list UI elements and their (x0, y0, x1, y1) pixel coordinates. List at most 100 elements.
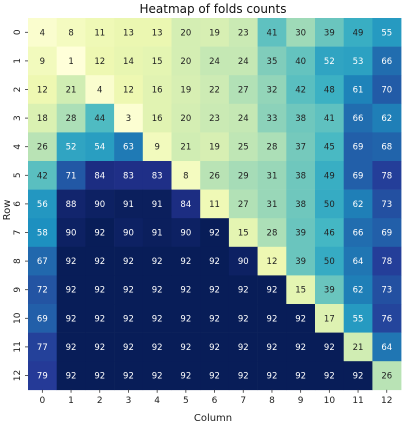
heatmap-cell-r8-c11 (343, 246, 373, 276)
heatmap-cell-r0-c3 (114, 18, 144, 47)
cell-value-r3-c4: 16 (152, 114, 163, 124)
heatmap-cell-r2-c6 (200, 75, 230, 105)
heatmap-cell-r4-c1 (56, 132, 86, 162)
heatmap-cell-r7-c5 (171, 218, 201, 248)
cell-value-r12-c8: 92 (267, 372, 278, 382)
heatmap-cell-r12-c6 (200, 361, 230, 391)
heatmap-cell-r8-c4 (142, 246, 172, 276)
heatmap-cell-r1-c8 (257, 46, 287, 76)
cell-value-r10-c12: 76 (381, 314, 392, 324)
heatmap-cell-r1-c11 (343, 46, 373, 76)
cell-value-r8-c6: 92 (209, 257, 220, 267)
heatmap-cell-r11-c4 (142, 332, 172, 362)
heatmap-cell-r3-c1 (56, 103, 86, 133)
heatmap-cell-r11-c0 (28, 332, 57, 362)
cell-value-r3-c11: 66 (353, 114, 364, 124)
x-tick-label-3: 3 (126, 396, 132, 406)
x-tick-label-1: 1 (68, 396, 74, 406)
heatmap-cell-r9-c10 (315, 275, 344, 305)
heatmap-cell-r2-c9 (286, 75, 316, 105)
cell-value-r9-c4: 92 (152, 286, 163, 296)
cell-value-r0-c5: 20 (180, 28, 191, 38)
heatmap-cell-r3-c8 (257, 103, 287, 133)
heatmap-cell-r4-c9 (286, 132, 316, 162)
heatmap-cell-r2-c7 (228, 75, 258, 105)
cell-value-r12-c7: 92 (238, 372, 249, 382)
heatmap-cell-r7-c7 (228, 218, 258, 248)
cell-value-r10-c3: 92 (123, 314, 134, 324)
y-tick-label-0: 0 (13, 29, 23, 35)
cell-value-r0-c8: 41 (267, 28, 278, 38)
heatmap-cell-r8-c12 (372, 246, 402, 276)
heatmap-cell-r11-c10 (315, 332, 344, 362)
heatmap-cell-r2-c8 (257, 75, 287, 105)
heatmap-cell-r12-c5 (171, 361, 201, 391)
cell-value-r5-c9: 38 (295, 171, 306, 181)
heatmap-cell-r6-c5 (171, 189, 201, 219)
cell-value-r7-c10: 46 (324, 229, 335, 239)
heatmap-cell-r2-c11 (343, 75, 373, 105)
cell-value-r9-c6: 92 (209, 286, 220, 296)
cell-value-r3-c10: 41 (324, 114, 335, 124)
heatmap-cell-r7-c3 (114, 218, 144, 248)
cell-value-r6-c6: 11 (209, 200, 220, 210)
cell-value-r10-c11: 55 (353, 314, 364, 324)
cell-value-r7-c8: 28 (267, 229, 278, 239)
heatmap-cell-r11-c12 (372, 332, 402, 362)
cell-value-r11-c12: 64 (381, 343, 392, 353)
x-tick-label-9: 9 (298, 396, 304, 406)
heatmap-cell-r10-c1 (56, 304, 86, 333)
cell-value-r9-c10: 39 (324, 286, 335, 296)
cell-value-r7-c6: 92 (209, 229, 220, 239)
cell-value-r9-c7: 92 (238, 286, 249, 296)
heatmap-cells: 4 8 11 13 13 20 19 23 41 30 39 49 559 1 12 14 15 20 24 24 35… (28, 18, 402, 391)
heatmap-cell-r5-c8 (257, 161, 287, 190)
heatmap-cell-r0-c4 (142, 18, 172, 47)
cell-value-r8-c7: 90 (238, 257, 249, 267)
cell-value-r1-c4: 15 (152, 57, 163, 67)
cell-value-r2-c11: 61 (353, 86, 364, 96)
cell-value-r12-c5: 92 (180, 372, 191, 382)
heatmap-cell-r6-c9 (286, 189, 316, 219)
heatmap-cell-r6-c12 (372, 189, 402, 219)
heatmap-cell-r2-c3 (114, 75, 144, 105)
cell-value-r10-c5: 92 (180, 314, 191, 324)
cell-value-r6-c4: 91 (152, 200, 163, 210)
heatmap-cell-r2-c1 (56, 75, 86, 105)
heatmap-cell-r6-c11 (343, 189, 373, 219)
heatmap-cell-r9-c3 (114, 275, 144, 305)
chart-title: Heatmap of folds counts (139, 2, 286, 16)
heatmap-cell-r7-c9 (286, 218, 316, 248)
cell-value-r3-c3: 3 (126, 114, 131, 124)
heatmap-cell-r12-c1 (56, 361, 86, 391)
cell-value-r4-c4: 9 (154, 143, 159, 153)
cell-value-r9-c9: 15 (295, 286, 306, 296)
heatmap-cell-r4-c2 (85, 132, 115, 162)
cell-value-r4-c9: 37 (295, 143, 306, 153)
heatmap-cell-r5-c2 (85, 161, 115, 190)
cell-value-r8-c10: 50 (324, 257, 335, 267)
cell-value-r12-c0: 79 (37, 372, 48, 382)
cell-value-r1-c12: 66 (381, 57, 392, 67)
cell-value-r3-c9: 38 (295, 114, 306, 124)
heatmap-cell-r4-c4 (142, 132, 172, 162)
heatmap-cell-r5-c5 (171, 161, 201, 190)
cell-value-r8-c5: 92 (180, 257, 191, 267)
heatmap-cell-r4-c8 (257, 132, 287, 162)
cell-value-r5-c3: 83 (123, 171, 134, 181)
cell-value-r0-c2: 11 (94, 28, 105, 38)
cell-value-r10-c1: 92 (66, 314, 77, 324)
heatmap-cell-r0-c7 (228, 18, 258, 47)
cell-value-r3-c2: 44 (94, 114, 105, 124)
cell-value-r11-c8: 92 (267, 343, 278, 353)
cell-value-r7-c12: 69 (381, 229, 392, 239)
y-tick-label-7: 7 (13, 230, 23, 236)
heatmap-cell-r8-c2 (85, 246, 115, 276)
heatmap-cell-r2-c2 (85, 75, 115, 105)
heatmap-cell-r1-c5 (171, 46, 201, 76)
heatmap-cell-r3-c2 (85, 103, 115, 133)
heatmap-cell-r9-c1 (56, 275, 86, 305)
heatmap-cell-r4-c7 (228, 132, 258, 162)
